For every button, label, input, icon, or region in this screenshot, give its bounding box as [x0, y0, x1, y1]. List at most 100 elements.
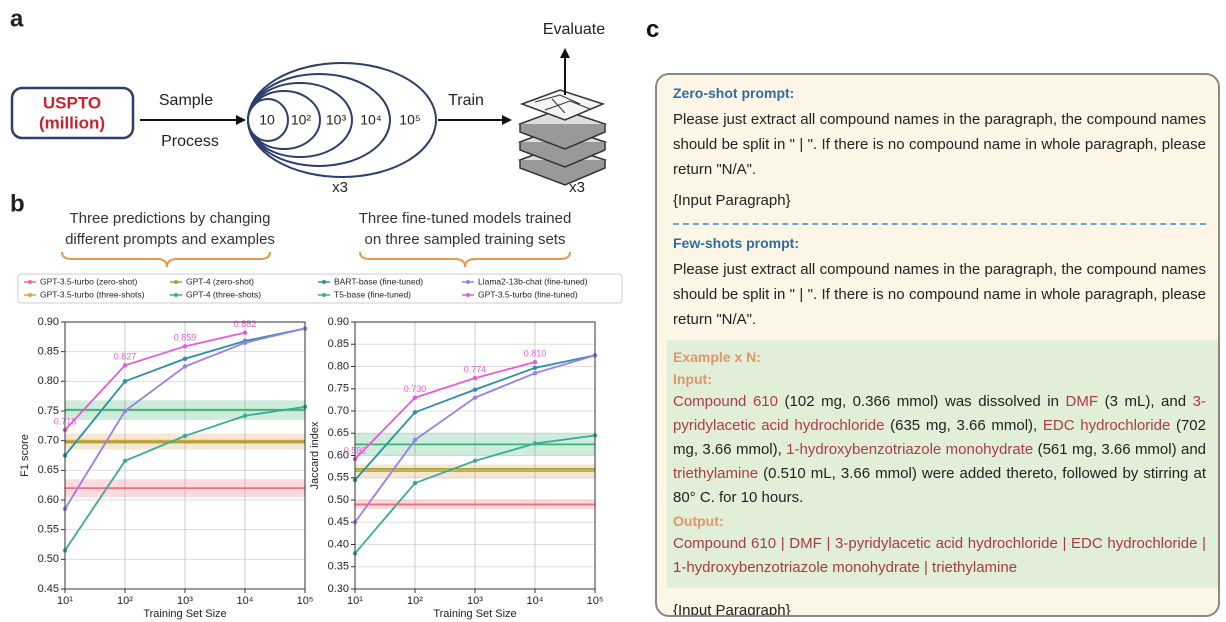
y-tick-label: 0.40: [328, 538, 349, 550]
arrow-head: [502, 115, 512, 125]
y-tick-label: 0.50: [38, 553, 59, 565]
panel-label: c: [646, 16, 659, 44]
size-label: 10: [259, 112, 275, 128]
y-tick-label: 0.65: [38, 464, 59, 476]
y-tick-label: 0.70: [328, 405, 349, 417]
y-tick-label: 0.65: [328, 427, 349, 439]
point: [473, 387, 477, 391]
point: [473, 459, 477, 463]
y-tick-label: 0.50: [328, 494, 349, 506]
x-tick-label: 10⁴: [237, 595, 254, 607]
point: [243, 414, 247, 418]
annotation: different prompts and examples: [65, 231, 275, 248]
x-tick-label: 10⁵: [297, 595, 314, 607]
data-label: 0.827: [114, 352, 137, 362]
input-text: (102 mg, 0.366 mmol) was dissolved in: [778, 393, 1066, 410]
data-label: 0.774: [464, 364, 487, 374]
size-label: 10³: [326, 112, 347, 128]
divider: [673, 223, 1206, 225]
prompt-text: Please just extract all compound names i…: [673, 257, 1206, 332]
source-label: USPTO: [43, 93, 101, 112]
point: [123, 379, 127, 383]
placeholder: {Input Paragraph}: [673, 188, 1206, 213]
legend-marker: [174, 293, 178, 297]
placeholder: {Input Paragraph}: [673, 598, 1206, 617]
y-tick-label: 0.55: [328, 472, 349, 484]
brace: [62, 252, 270, 267]
y-tick-label: 0.35: [328, 561, 349, 573]
x-tick-label: 10³: [467, 595, 483, 607]
model-icon: [520, 90, 605, 185]
point: [473, 376, 477, 380]
legend-label: GPT-4 (three-shots): [186, 289, 261, 299]
annotation: Three predictions by changing: [70, 210, 271, 227]
y-tick-label: 0.75: [328, 383, 349, 395]
legend-label: GPT-3.5-turbo (fine-tuned): [478, 289, 578, 299]
compound-name: EDC hydrochloride: [1043, 417, 1170, 434]
point: [533, 366, 537, 370]
prompt-box: Zero-shot prompt: Please just extract al…: [655, 73, 1220, 617]
point: [183, 364, 187, 368]
point: [123, 363, 127, 367]
point: [413, 481, 417, 485]
compound-name: triethylamine: [673, 465, 758, 482]
x-tick-label: 10⁴: [527, 595, 544, 607]
data-label: 0.810: [524, 348, 547, 358]
x-axis-label: Training Set Size: [143, 608, 226, 620]
point: [413, 395, 417, 399]
input-text: (635 mg, 3.66 mmol),: [884, 417, 1042, 434]
y-tick-label: 0.85: [38, 346, 59, 358]
point: [183, 357, 187, 361]
legend-marker: [322, 280, 326, 284]
legend-label: T5-base (fine-tuned): [334, 289, 411, 299]
repeat-label: x3: [332, 179, 348, 196]
input-text: (561 mg, 3.66 mmol) and: [1033, 441, 1206, 458]
example-output: Compound 610 | DMF | 3-pyridylacetic aci…: [673, 532, 1206, 580]
y-tick-label: 0.45: [328, 516, 349, 528]
panel-label: a: [10, 5, 24, 32]
point: [533, 360, 537, 364]
brace: [360, 252, 570, 267]
x-tick-label: 10³: [177, 595, 193, 607]
y-tick-label: 0.55: [38, 524, 59, 536]
point: [123, 459, 127, 463]
legend-label: GPT-3.5-turbo (three-shots): [40, 289, 145, 299]
legend-marker: [322, 293, 326, 297]
figure: a USPTO (million) Sample Process 10 10² …: [0, 0, 1226, 622]
legend-label: Llama2-13b-chat (fine-tuned): [478, 276, 588, 286]
size-label: 10⁵: [399, 112, 420, 128]
legend-marker: [28, 293, 32, 297]
x-tick-label: 10¹: [347, 595, 363, 607]
x-axis-label: Training Set Size: [433, 608, 516, 620]
compound-name: DMF: [1066, 393, 1099, 410]
y-axis-label: F1 score: [19, 434, 31, 477]
legend-marker: [28, 280, 32, 284]
example-input: Compound 610 (102 mg, 0.366 mmol) was di…: [673, 390, 1206, 510]
data-label: 0.730: [404, 384, 427, 394]
x-tick-label: 10²: [117, 595, 133, 607]
y-tick-label: 0.60: [38, 494, 59, 506]
y-tick-label: 0.80: [328, 360, 349, 372]
step-label: Process: [161, 133, 219, 150]
y-tick-label: 0.80: [38, 375, 59, 387]
example-box: Example x N: Input: Compound 610 (102 mg…: [667, 340, 1218, 588]
repeat-label: x3: [569, 179, 585, 196]
annotation: on three sampled training sets: [365, 231, 566, 248]
compound-name: 1-hydroxybenzotriazole monohydrate: [786, 441, 1033, 458]
legend-marker: [466, 293, 470, 297]
point: [533, 441, 537, 445]
point: [533, 371, 537, 375]
data-label: 0.859: [174, 333, 197, 343]
source-label: (million): [39, 113, 105, 132]
step-label: Train: [448, 92, 484, 109]
x-tick-label: 10⁵: [587, 595, 604, 607]
output-title: Output:: [673, 510, 1206, 532]
arrow-head: [560, 48, 570, 58]
y-tick-label: 0.45: [38, 583, 59, 595]
legend-label: BART-base (fine-tuned): [334, 276, 423, 286]
annotation: Three fine-tuned models trained: [359, 210, 572, 227]
legend-marker: [174, 280, 178, 284]
point: [413, 410, 417, 414]
y-tick-label: 0.85: [328, 338, 349, 350]
point: [243, 341, 247, 345]
